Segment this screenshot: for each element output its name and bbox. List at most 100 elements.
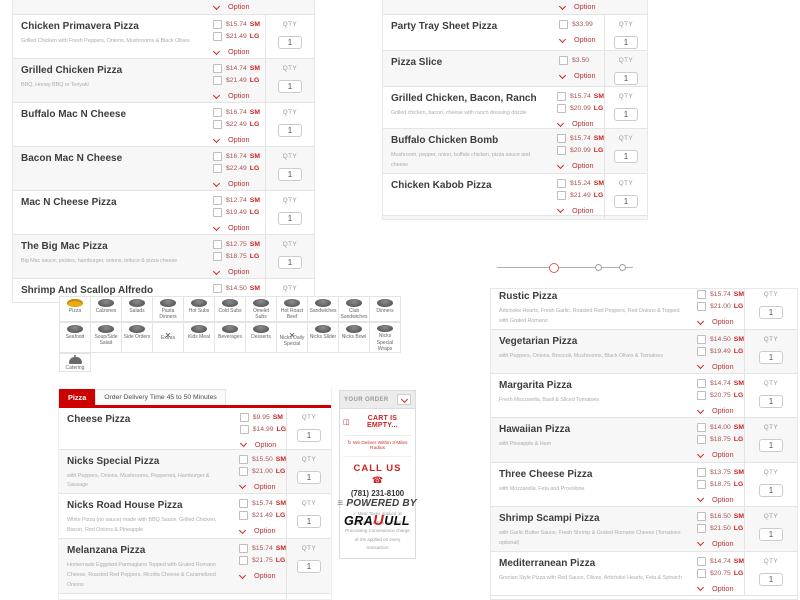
nav-category[interactable]: Kids Meal — [183, 322, 215, 353]
tab-pizza[interactable]: Pizza — [59, 389, 96, 405]
option-link[interactable]: Option — [238, 526, 286, 535]
qty-input[interactable] — [278, 124, 302, 137]
qty-input[interactable] — [759, 350, 783, 364]
nav-category[interactable]: Dinners — [369, 296, 401, 322]
nav-category[interactable]: Nicks Special Wraps — [369, 322, 401, 353]
option-link[interactable]: Option — [238, 571, 286, 580]
nav-category[interactable]: Hot Roast Beef — [276, 296, 308, 322]
option-link[interactable]: Option — [212, 91, 265, 100]
price-checkbox-large[interactable] — [697, 568, 706, 578]
price-checkbox-small[interactable] — [557, 92, 566, 101]
nav-category[interactable]: Seafood — [59, 322, 91, 353]
nav-category[interactable]: Sandwiches — [307, 296, 339, 322]
option-link[interactable]: Option — [238, 482, 286, 491]
qty-input[interactable] — [614, 150, 638, 163]
price-checkbox-large[interactable] — [239, 556, 248, 566]
price-checkbox-small[interactable] — [697, 423, 706, 433]
option-link[interactable]: Option — [696, 406, 744, 415]
qty-input[interactable] — [278, 212, 302, 225]
option-link[interactable]: Option — [556, 161, 604, 170]
qty-input[interactable] — [614, 72, 638, 85]
price-checkbox-small[interactable] — [239, 544, 248, 554]
price-checkbox-large[interactable] — [557, 104, 566, 113]
nav-category[interactable]: Club Sandwiches — [338, 296, 370, 322]
price-checkbox-small[interactable] — [213, 108, 222, 117]
nav-category[interactable]: Omelet Subs — [245, 296, 277, 322]
qty-input[interactable] — [297, 470, 321, 484]
nav-category[interactable]: Cold Subs — [214, 296, 246, 322]
qty-input[interactable] — [297, 560, 321, 574]
option-link[interactable]: Option — [212, 179, 265, 188]
price-checkbox-small[interactable] — [697, 379, 706, 389]
price-checkbox-small[interactable] — [697, 290, 706, 299]
option-link[interactable]: Option — [558, 71, 604, 80]
price-checkbox-large[interactable] — [697, 391, 706, 401]
price-checkbox-large[interactable] — [697, 346, 706, 356]
price-checkbox[interactable] — [559, 20, 568, 29]
option-link[interactable]: Option — [696, 362, 744, 371]
nav-category[interactable]: Side Orders — [121, 322, 153, 353]
price-checkbox-large[interactable] — [213, 120, 222, 129]
qty-input[interactable] — [297, 428, 321, 442]
nav-category[interactable]: Soup/Side Salad — [90, 322, 122, 353]
price-checkbox-small[interactable] — [697, 556, 706, 566]
qty-input[interactable] — [297, 515, 321, 529]
tab-delivery-time[interactable]: Order Delivery Time 45 to 50 Minutes — [95, 389, 226, 405]
price-checkbox-large[interactable] — [697, 435, 706, 445]
nav-category[interactable]: Catering — [59, 353, 91, 372]
option-link[interactable]: Option — [212, 135, 265, 144]
price-checkbox-large[interactable] — [557, 146, 566, 155]
qty-input[interactable] — [278, 168, 302, 181]
qty-input[interactable] — [278, 36, 302, 49]
option-link[interactable]: Option — [696, 450, 744, 459]
option-link[interactable]: Option — [556, 119, 604, 128]
qty-input[interactable] — [614, 108, 638, 121]
price-checkbox-large[interactable] — [697, 479, 706, 489]
option-link[interactable]: Option — [558, 35, 604, 44]
nav-category[interactable]: Nicks Slider — [307, 322, 339, 353]
qty-input[interactable] — [614, 194, 638, 208]
cart-collapse-button[interactable] — [397, 394, 411, 405]
nav-category[interactable]: Hot Subs — [183, 296, 215, 322]
nav-category[interactable]: Pasta Dinners — [152, 296, 184, 322]
option-link[interactable]: Option — [696, 495, 744, 504]
price-checkbox-small[interactable] — [697, 467, 706, 477]
qty-input[interactable] — [759, 306, 783, 319]
nav-category[interactable]: Desserts — [245, 322, 277, 353]
qty-input[interactable] — [278, 80, 302, 93]
price-checkbox-small[interactable] — [557, 178, 566, 188]
price-checkbox-small[interactable] — [557, 134, 566, 143]
price-checkbox-small[interactable] — [239, 598, 248, 599]
nav-category[interactable]: Pizza — [59, 296, 91, 322]
price-checkbox-large[interactable] — [239, 424, 249, 434]
qty-input[interactable] — [759, 439, 783, 453]
price-checkbox-large[interactable] — [239, 466, 248, 476]
option-link[interactable]: Option — [696, 584, 744, 593]
option-link[interactable]: Option — [212, 47, 265, 56]
price-checkbox-large[interactable] — [697, 523, 706, 533]
option-link[interactable]: Option — [556, 206, 604, 215]
price-checkbox-small[interactable] — [213, 240, 222, 249]
price-checkbox-large[interactable] — [213, 252, 222, 261]
option-link[interactable]: Option — [696, 539, 744, 548]
qty-input[interactable] — [759, 395, 783, 409]
nav-category[interactable]: Nicks Daily Special — [276, 322, 308, 353]
price-checkbox-large[interactable] — [213, 76, 222, 85]
qty-input[interactable] — [759, 527, 783, 541]
price-checkbox-large[interactable] — [697, 302, 706, 311]
qty-input[interactable] — [759, 483, 783, 497]
option-link[interactable]: Option — [212, 267, 265, 276]
option-link[interactable]: Option — [212, 223, 265, 232]
price-checkbox-small[interactable] — [239, 454, 248, 464]
nav-category[interactable]: Calzones — [90, 296, 122, 322]
price-checkbox-small[interactable] — [697, 511, 706, 521]
price-checkbox-small[interactable] — [213, 20, 222, 29]
price-checkbox-large[interactable] — [239, 511, 248, 521]
price-checkbox-small[interactable] — [697, 334, 706, 344]
price-checkbox-large[interactable] — [213, 164, 222, 173]
price-checkbox-small[interactable] — [213, 284, 222, 293]
qty-input[interactable] — [614, 36, 638, 49]
option-link[interactable]: Option — [239, 440, 286, 449]
price-checkbox-large[interactable] — [557, 190, 566, 200]
option-link[interactable]: Option — [212, 2, 265, 11]
